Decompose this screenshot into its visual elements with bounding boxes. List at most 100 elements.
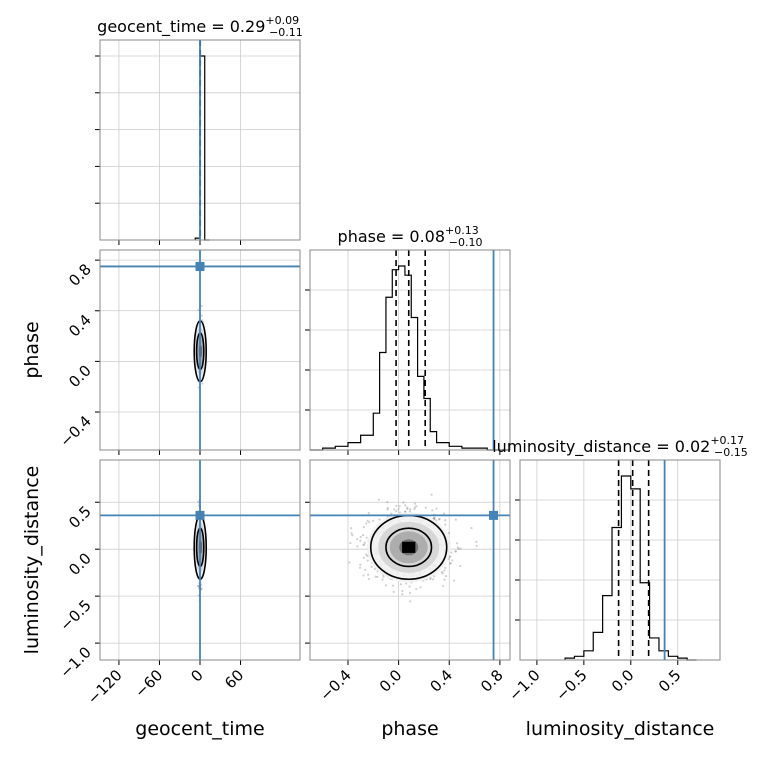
sample-point xyxy=(374,575,377,578)
sample-point xyxy=(200,314,203,317)
sample-point xyxy=(440,571,444,574)
histogram-bin xyxy=(380,352,386,450)
sample-point xyxy=(393,508,396,511)
sample-point xyxy=(377,498,380,501)
sample-point xyxy=(361,534,365,537)
truth-marker xyxy=(489,510,499,520)
sample-point xyxy=(362,526,365,529)
sample-point xyxy=(370,565,373,568)
xlabel-luminosity-distance: luminosity_distance xyxy=(526,718,715,740)
sample-point xyxy=(197,500,200,503)
sample-point xyxy=(454,550,457,553)
sample-point xyxy=(429,577,432,581)
histogram-bin xyxy=(593,632,602,660)
sample-point xyxy=(454,550,457,553)
sample-point xyxy=(432,516,435,520)
sample-point xyxy=(363,541,366,544)
sample-point xyxy=(386,508,389,511)
sample-point xyxy=(454,518,457,521)
sample-point xyxy=(452,579,456,582)
sample-point xyxy=(408,585,411,588)
truth-marker xyxy=(195,510,205,520)
xlabel-phase: phase xyxy=(381,718,438,740)
sample-point xyxy=(443,578,446,581)
sample-point xyxy=(391,584,395,587)
xlabel-geocent-time: geocent_time xyxy=(135,718,264,740)
sample-point xyxy=(430,493,433,496)
sample-point xyxy=(413,502,417,505)
sample-point xyxy=(200,587,203,590)
sample-point xyxy=(397,508,400,511)
sample-point xyxy=(409,600,412,603)
sample-point xyxy=(386,501,389,504)
title-geocent-time: geocent_time = 0.29+0.09 −0.11 xyxy=(97,14,303,39)
histogram-bin xyxy=(584,651,593,660)
sample-point xyxy=(413,507,416,511)
sample-point xyxy=(459,564,462,568)
title-luminosity-distance: luminosity_distance = 0.02+0.17 −0.15 xyxy=(492,434,748,459)
panel-geocent-time-histogram-frame xyxy=(99,39,301,241)
sample-point xyxy=(404,510,407,513)
histogram-bin xyxy=(437,443,450,450)
sample-point xyxy=(406,507,409,510)
sample-point xyxy=(372,519,375,523)
sample-point xyxy=(432,578,435,581)
sample-point xyxy=(442,584,445,588)
sample-point xyxy=(366,559,369,562)
sample-point xyxy=(390,512,393,515)
sample-point xyxy=(443,569,446,572)
sample-point xyxy=(442,512,446,515)
sample-point xyxy=(433,575,436,578)
sample-point xyxy=(382,575,385,578)
sample-point xyxy=(438,517,441,520)
sample-point xyxy=(475,544,478,548)
sample-point xyxy=(408,591,412,595)
panel-phase-histogram-frame xyxy=(309,249,511,451)
sample-point xyxy=(401,589,404,593)
sample-point xyxy=(475,540,478,543)
sample-point xyxy=(359,535,362,539)
sample-point xyxy=(381,578,384,581)
sample-point xyxy=(398,505,401,508)
sample-point xyxy=(408,510,412,513)
sample-point xyxy=(367,573,370,576)
sample-point xyxy=(444,523,447,526)
sample-point xyxy=(456,546,459,549)
sample-point xyxy=(448,555,452,558)
sample-point xyxy=(444,566,447,569)
title-phase: phase = 0.08+0.13 −0.10 xyxy=(338,224,483,249)
sample-point xyxy=(376,575,379,578)
contour-line xyxy=(385,527,433,568)
histogram-bin xyxy=(361,435,374,450)
sample-point xyxy=(395,504,398,507)
sample-point xyxy=(409,508,412,511)
sample-point xyxy=(368,521,371,524)
panel-luminosity-distance-vs-phase-frame xyxy=(309,459,511,661)
sample-point xyxy=(470,527,473,530)
sample-point xyxy=(384,584,388,587)
sample-point xyxy=(359,563,362,566)
sample-point xyxy=(449,562,452,565)
panel-luminosity-distance-vs-phase: −0.4 0.0 0.4 0.8 xyxy=(305,459,511,705)
sample-point xyxy=(435,507,438,510)
panel-geocent-time-histogram xyxy=(95,39,301,245)
histogram-bin xyxy=(373,413,379,450)
sample-point xyxy=(415,505,418,508)
sample-point xyxy=(366,554,369,557)
histogram-bin xyxy=(418,376,424,450)
sample-point xyxy=(404,582,408,585)
sample-point xyxy=(402,501,405,504)
ylabel-phase: phase xyxy=(21,321,43,378)
sample-point xyxy=(424,506,427,509)
sample-point xyxy=(441,572,444,575)
sample-point xyxy=(399,583,403,586)
sample-point xyxy=(351,533,354,537)
sample-point xyxy=(359,539,362,542)
histogram-bin xyxy=(386,297,392,450)
sample-point xyxy=(413,506,416,509)
sample-point xyxy=(431,509,434,512)
sample-point xyxy=(348,561,351,564)
histogram-step xyxy=(564,475,697,661)
histogram-bin xyxy=(659,651,668,660)
truth-marker xyxy=(195,261,205,271)
